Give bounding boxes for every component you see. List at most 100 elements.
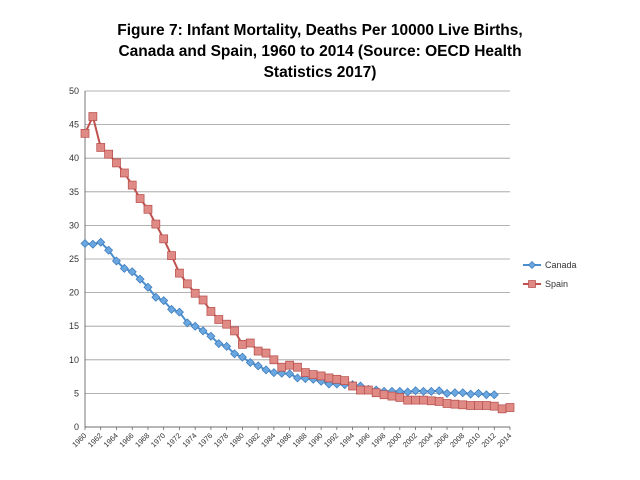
- data-point-canada: [411, 386, 421, 396]
- data-point-canada: [253, 361, 263, 371]
- data-point-spain: [293, 362, 302, 372]
- data-point-spain: [285, 360, 294, 370]
- data-point-canada: [214, 339, 224, 349]
- data-point-spain: [395, 393, 405, 402]
- data-point-spain: [379, 390, 389, 400]
- data-point-canada: [285, 369, 295, 379]
- data-point-spain: [206, 307, 216, 316]
- data-point-canada: [222, 341, 232, 351]
- x-tick-label: 2000: [385, 431, 403, 449]
- data-point-spain: [442, 399, 452, 408]
- data-point-spain: [371, 388, 381, 398]
- data-point-spain: [167, 251, 176, 260]
- legend-label: Canada: [545, 260, 577, 270]
- chart-title-line-2: Canada and Spain, 1960 to 2014 (Source: …: [118, 43, 522, 60]
- x-tick-label: 1984: [259, 431, 277, 449]
- y-tick-label: 10: [69, 355, 79, 365]
- x-tick-label: 1996: [354, 431, 372, 449]
- legend-label: Spain: [545, 279, 568, 289]
- data-point-canada: [119, 263, 129, 273]
- data-point-spain: [497, 404, 507, 414]
- data-point-canada: [167, 304, 177, 314]
- data-point-canada: [418, 386, 428, 396]
- data-point-spain: [261, 348, 271, 358]
- x-tick-label: 1974: [180, 431, 198, 449]
- data-point-spain: [482, 401, 491, 410]
- data-point-canada: [159, 296, 169, 306]
- x-tick-label: 1964: [102, 431, 120, 449]
- data-point-canada: [206, 331, 216, 341]
- data-point-canada: [96, 237, 106, 247]
- x-tick-label: 1982: [243, 431, 261, 449]
- data-point-canada: [127, 267, 137, 277]
- data-point-canada: [135, 274, 145, 284]
- data-point-spain: [88, 112, 98, 121]
- data-point-canada: [261, 365, 271, 375]
- data-point-spain: [332, 374, 342, 384]
- data-point-canada: [489, 390, 499, 400]
- data-point-spain: [245, 338, 255, 348]
- x-tick-label: 1972: [165, 431, 183, 449]
- x-tick-label: 2012: [480, 431, 498, 449]
- data-point-spain: [277, 362, 287, 372]
- x-tick-label: 2002: [401, 431, 419, 449]
- data-point-spain: [190, 288, 200, 298]
- data-point-canada: [104, 245, 114, 255]
- data-point-spain: [505, 403, 515, 412]
- data-point-spain: [96, 143, 106, 152]
- data-point-spain: [466, 401, 475, 410]
- series-group: [80, 112, 515, 414]
- data-point-canada: [88, 239, 98, 249]
- data-point-spain: [419, 395, 428, 405]
- data-point-canada: [458, 388, 468, 398]
- data-point-spain: [80, 128, 90, 138]
- y-tick-label: 35: [69, 187, 79, 197]
- data-point-canada: [174, 307, 184, 317]
- y-tick-label: 20: [69, 288, 79, 298]
- data-point-spain: [450, 399, 460, 409]
- data-point-canada: [403, 387, 413, 397]
- x-tick-label: 1994: [338, 431, 356, 449]
- data-point-canada: [466, 389, 476, 399]
- y-tick-label: 30: [69, 220, 79, 230]
- data-point-spain: [104, 149, 113, 159]
- data-point-spain: [238, 339, 247, 349]
- data-point-spain: [316, 371, 326, 381]
- data-point-canada: [80, 239, 90, 249]
- data-point-spain: [356, 385, 365, 395]
- x-tick-label: 1992: [322, 431, 340, 449]
- y-tick-label: 25: [69, 254, 79, 264]
- legend-marker-square: [528, 280, 536, 288]
- series-spain: [80, 112, 515, 414]
- data-point-canada: [442, 388, 452, 398]
- x-tick-label: 1976: [196, 431, 214, 449]
- data-point-spain: [324, 373, 334, 383]
- y-tick-label: 5: [74, 388, 79, 398]
- data-point-spain: [363, 385, 373, 395]
- data-point-canada: [230, 349, 240, 359]
- data-point-spain: [308, 370, 318, 379]
- chart-title-line-3: Statistics 2017): [263, 64, 377, 81]
- data-point-spain: [434, 397, 444, 406]
- legend-item-canada: Canada: [523, 260, 577, 270]
- data-point-canada: [143, 282, 153, 292]
- x-tick-label: 2014: [495, 431, 513, 449]
- legend-item-spain: Spain: [523, 279, 568, 289]
- data-point-spain: [135, 194, 145, 203]
- data-point-spain: [340, 376, 350, 385]
- data-point-spain: [411, 395, 420, 405]
- data-point-spain: [253, 346, 263, 356]
- data-point-spain: [159, 234, 169, 244]
- y-axis: 0 5 10 15 20 25 30 35 40 45 50: [69, 86, 86, 432]
- data-point-spain: [222, 319, 232, 329]
- data-point-spain: [426, 396, 436, 406]
- data-point-spain: [230, 326, 239, 336]
- y-tick-label: 45: [69, 120, 79, 130]
- data-point-canada: [481, 390, 491, 400]
- x-tick-label: 1986: [275, 431, 293, 449]
- chart-title-line-1: Figure 7: Infant Mortality, Deaths Per 1…: [117, 22, 523, 39]
- y-tick-label: 50: [69, 86, 79, 96]
- data-point-canada: [474, 388, 484, 398]
